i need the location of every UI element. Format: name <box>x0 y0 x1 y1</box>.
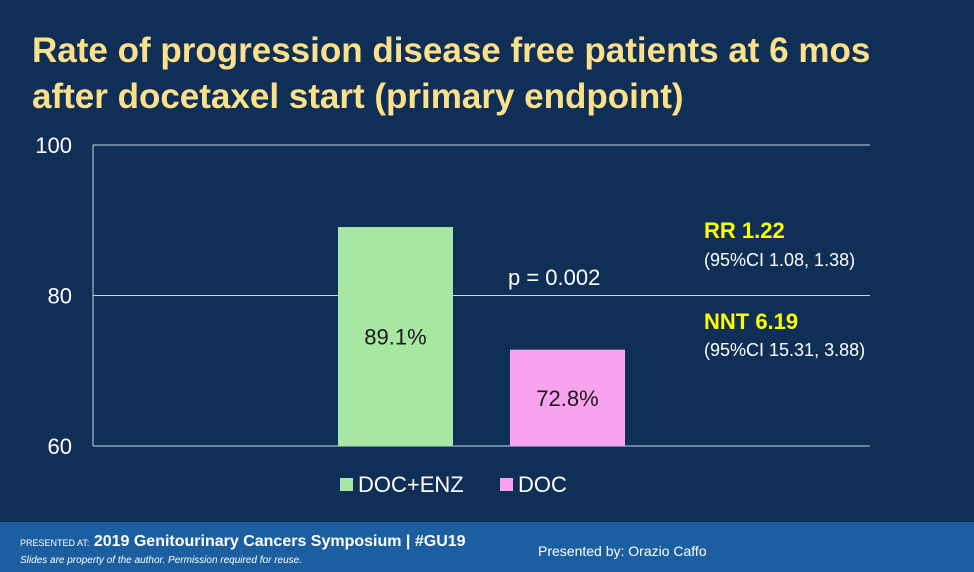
legend: DOC+ENZ DOC <box>340 472 567 497</box>
footer-bar: PRESENTED AT: 2019 Genitourinary Cancers… <box>0 522 974 572</box>
legend-swatch <box>500 478 513 491</box>
p-value-annotation: p = 0.002 <box>508 265 600 290</box>
presenter: Presented by: Orazio Caffo <box>538 543 707 559</box>
y-tick-labels: 60 80 100 <box>35 133 72 459</box>
bar-chart: 60 80 100 89.1% 72.8% p = 0.002 RR 1.22 (95… <box>35 133 870 497</box>
nnt-annotation: NNT 6.19 <box>704 309 798 334</box>
rr-annotation: RR 1.22 <box>704 218 785 243</box>
y-tick-label: 60 <box>48 434 72 459</box>
presented-at-prefix: PRESENTED AT: <box>20 538 90 548</box>
nnt-ci-annotation: (95%CI 15.31, 3.88) <box>704 340 865 360</box>
legend-label: DOC+ENZ <box>358 472 464 497</box>
y-tick-label: 80 <box>48 284 72 309</box>
legend-label: DOC <box>518 472 567 497</box>
bar-doc <box>510 349 625 446</box>
conference-name: 2019 Genitourinary Cancers Symposium | #… <box>93 533 466 550</box>
rr-ci-annotation: (95%CI 1.08, 1.38) <box>704 250 855 270</box>
legend-swatch <box>340 478 353 491</box>
disclaimer: Slides are property of the author. Permi… <box>20 555 302 566</box>
bar-doc-enz <box>338 227 453 446</box>
y-tick-label: 100 <box>35 133 72 158</box>
chart-title: Rate of progression disease free patient… <box>32 31 871 116</box>
presented-at: PRESENTED AT: 2019 Genitourinary Cancers… <box>20 533 466 551</box>
bars: 89.1% 72.8% <box>338 227 625 446</box>
bar-data-label: 72.8% <box>536 386 598 411</box>
bar-data-label: 89.1% <box>364 325 426 350</box>
gridlines <box>93 144 870 447</box>
